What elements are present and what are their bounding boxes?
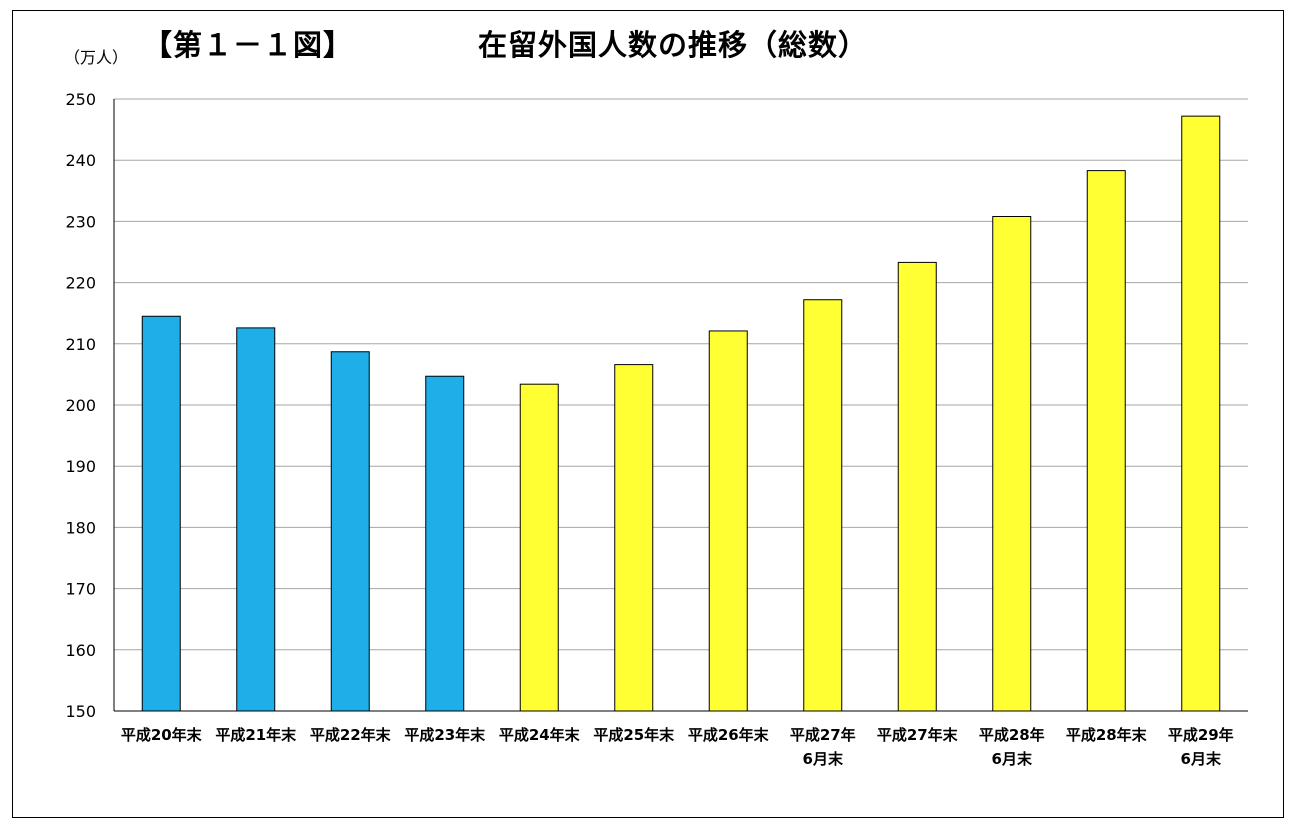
y-tick-label: 230 (65, 212, 96, 231)
figure-label: 【第１－１図】 (143, 28, 354, 62)
bar (897, 261, 937, 712)
bar (519, 383, 559, 712)
bar (141, 315, 181, 712)
y-tick-label: 180 (65, 518, 96, 537)
bar (708, 330, 748, 712)
y-tick-label: 200 (65, 396, 96, 415)
y-tick-label: 250 (65, 90, 96, 109)
bar (1086, 170, 1126, 712)
x-tick-label: 平成26年末 (688, 726, 770, 744)
y-tick-label: 210 (65, 335, 96, 354)
x-tick-label: 平成27年末 (877, 726, 959, 744)
bar (236, 327, 276, 712)
x-tick-label: 平成24年末 (499, 726, 581, 744)
y-tick-label: 150 (65, 702, 96, 721)
y-tick-label: 190 (65, 457, 96, 476)
x-tick-label: 平成25年末 (593, 726, 675, 744)
bar (614, 364, 654, 712)
x-tick-label: 平成29年 (1168, 726, 1234, 744)
y-axis-unit: （万人） (64, 48, 129, 67)
x-tick-label: 6月末 (992, 750, 1033, 768)
x-tick-label: 平成20年末 (121, 726, 203, 744)
x-tick-label: 6月末 (1181, 750, 1222, 768)
x-tick-label: 平成27年 (790, 726, 856, 744)
y-tick-label: 240 (65, 151, 96, 170)
x-tick-label: 平成21年末 (215, 726, 297, 744)
y-tick-label: 160 (65, 641, 96, 660)
y-tick-label: 220 (65, 274, 96, 293)
bar (803, 299, 843, 712)
bar (992, 216, 1032, 712)
chart-title: 在留外国人数の推移（総数） (478, 28, 869, 62)
x-tick-label: 平成23年末 (404, 726, 486, 744)
x-tick-label: 平成22年末 (310, 726, 392, 744)
y-tick-label: 170 (65, 580, 96, 599)
x-tick-label: 6月末 (803, 750, 844, 768)
bar (330, 351, 370, 712)
x-tick-label: 平成28年 (979, 726, 1045, 744)
bar (1181, 115, 1221, 712)
bar (425, 375, 465, 712)
x-tick-label: 平成28年末 (1066, 726, 1148, 744)
